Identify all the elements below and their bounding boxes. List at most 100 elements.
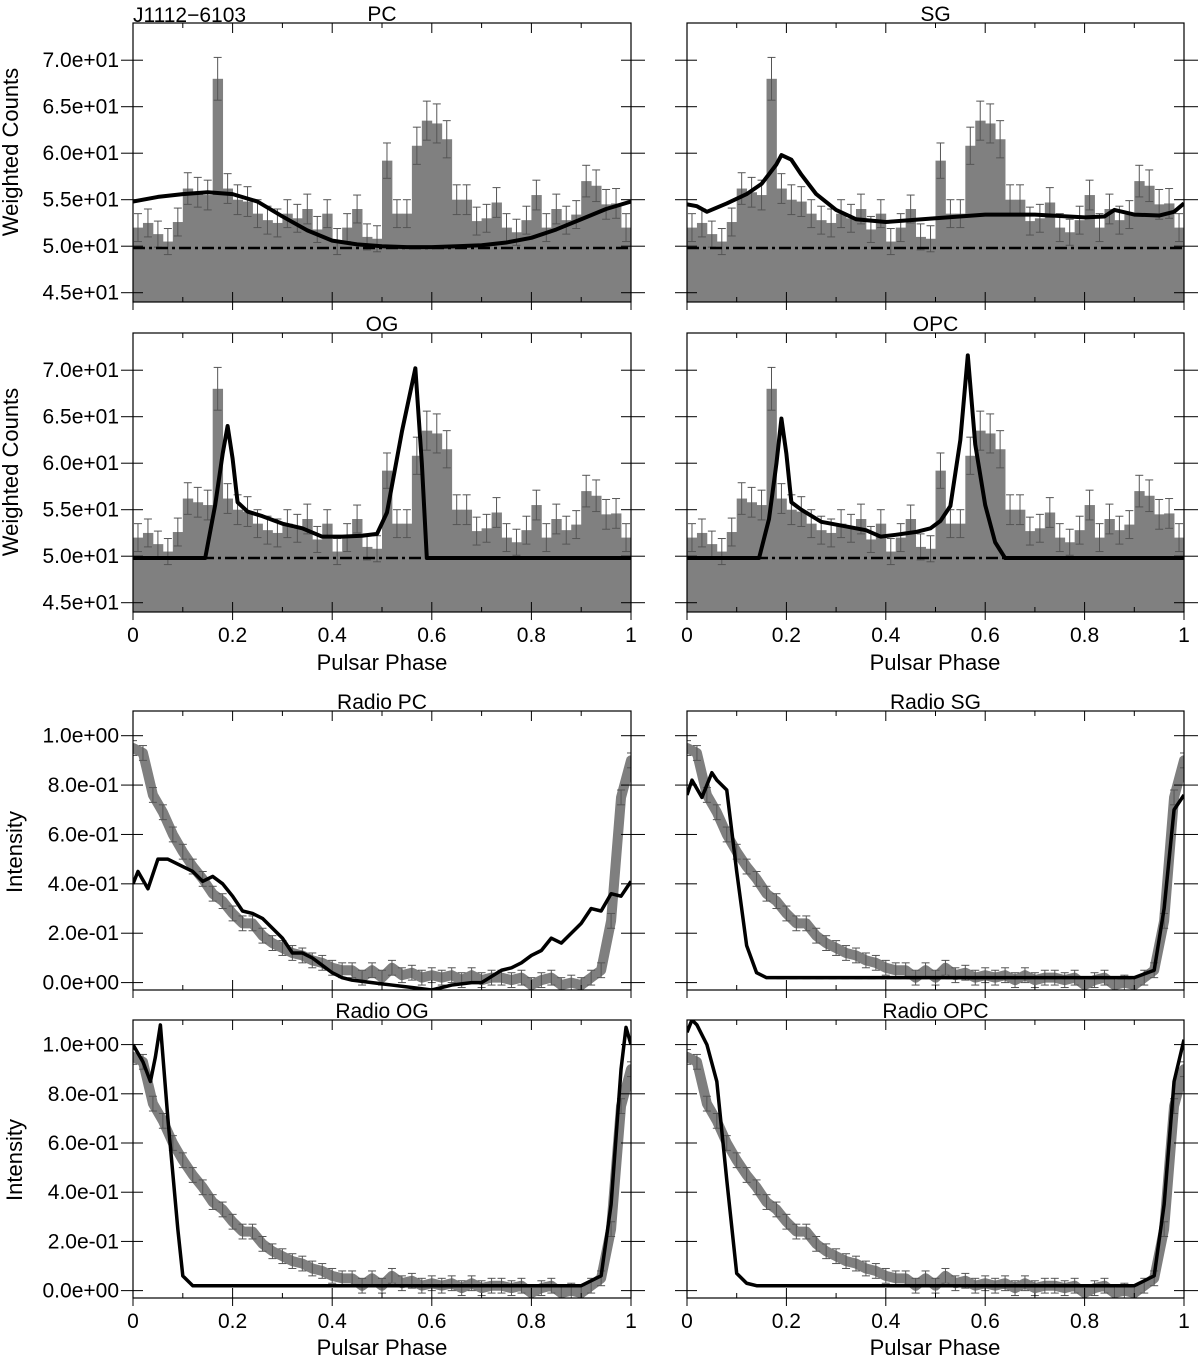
histogram-bar	[162, 241, 174, 302]
histogram-bar	[1015, 509, 1026, 612]
histogram-bar	[292, 528, 303, 612]
x-tick-label: 1	[1178, 624, 1190, 647]
panel-content	[687, 56, 1184, 302]
x-tick-label: 0.8	[1070, 1310, 1099, 1333]
histogram-bar	[342, 537, 353, 612]
y-tick-label: 6.5e+01	[43, 96, 120, 119]
histogram-bar	[1044, 202, 1056, 302]
histogram-bar	[965, 145, 976, 302]
model-curve	[133, 190, 631, 250]
histogram-bar	[1005, 199, 1016, 302]
y-tick-label: 7.0e+01	[43, 49, 120, 72]
histogram-bar	[441, 139, 453, 302]
histogram-bar	[302, 209, 313, 302]
gamma-ylabel-bottom: Weighted Counts	[0, 388, 23, 556]
histogram-bar	[935, 160, 946, 302]
histogram-bar	[975, 120, 986, 302]
x-tick-label: 0.4	[871, 624, 901, 647]
histogram-bar	[621, 227, 631, 302]
histogram-bar	[696, 222, 708, 302]
histogram-bar	[262, 220, 273, 302]
y-tick-label: 6.0e-01	[48, 823, 119, 846]
histogram-bar	[1044, 512, 1056, 612]
histogram-bar	[1094, 537, 1105, 612]
histogram-bar	[836, 523, 847, 612]
histogram-bar	[172, 222, 184, 302]
histogram-bar	[995, 139, 1006, 302]
histogram-bar	[262, 530, 273, 612]
x-tick-label: 0.6	[417, 1310, 446, 1333]
histogram-bar	[846, 528, 857, 612]
y-tick-label: 5.5e+01	[43, 499, 120, 522]
panel-frame	[686, 710, 1185, 991]
histogram-bar	[242, 511, 253, 612]
histogram-bar	[541, 227, 552, 302]
histogram-bar	[935, 470, 946, 612]
histogram-bar	[1114, 530, 1125, 612]
x-tick-label: 0.8	[517, 624, 546, 647]
histogram-bar	[551, 209, 562, 302]
histogram-bar	[1024, 531, 1036, 612]
histogram-bar	[796, 511, 807, 612]
histogram-bar	[905, 209, 917, 302]
panel-frame	[132, 710, 632, 991]
histogram-bar	[1154, 514, 1165, 612]
histogram-bar	[696, 532, 708, 612]
y-tick-label: 5.0e+01	[43, 235, 120, 258]
y-tick-label: 1.0e+00	[43, 1034, 120, 1057]
panel-title: Radio SG	[890, 691, 981, 714]
histogram-bar	[591, 185, 602, 302]
histogram-bar	[1094, 227, 1105, 302]
histogram-bar	[915, 546, 926, 612]
histogram-bar	[541, 537, 552, 612]
x-tick-label: 0.6	[417, 624, 446, 647]
histogram-bar	[571, 214, 582, 302]
histogram-bar	[865, 229, 877, 302]
model-radio-curve	[687, 1020, 1184, 1288]
histogram-bar	[1114, 220, 1125, 302]
histogram-bar	[601, 204, 612, 302]
panel-pc: 4.5e+01 5.0e+01 5.5e+01 6.0e+01 6.5e+01 7.0e+…	[43, 3, 645, 310]
y-tick-label: 6.0e+01	[43, 452, 120, 475]
histogram-bar	[531, 195, 542, 302]
histogram-bar	[451, 509, 463, 612]
x-tick-label: 0	[681, 624, 693, 647]
histogram-bar	[152, 544, 164, 612]
panel-content	[133, 740, 631, 990]
histogram-bar	[441, 449, 453, 612]
histogram-bar	[895, 537, 907, 612]
histogram-bar	[836, 213, 847, 302]
model-radio-curve	[133, 1023, 631, 1288]
histogram-bar	[232, 509, 243, 612]
histogram-bar	[511, 542, 522, 612]
x-tick-label: 1	[1178, 1310, 1190, 1333]
radio-ylabel-top: Intensity	[2, 811, 27, 893]
histogram-bar	[282, 523, 293, 612]
histogram-bar	[875, 213, 887, 302]
panel-title: Radio OPC	[882, 1000, 988, 1023]
histogram-bar	[133, 227, 144, 302]
histogram-bar	[411, 455, 423, 612]
histogram-bar	[611, 513, 622, 612]
model-curve	[687, 353, 1184, 561]
y-tick-label: 0.0e+00	[43, 972, 120, 995]
histogram-bar	[621, 537, 631, 612]
y-tick-label: 5.5e+01	[43, 189, 120, 212]
histogram-bar	[481, 528, 492, 612]
histogram-bar	[945, 213, 956, 302]
histogram-bar	[915, 236, 926, 302]
x-tick-label: 0	[127, 1310, 139, 1333]
histogram-bar	[511, 232, 522, 302]
histogram-bar	[302, 519, 313, 612]
panel-frame	[132, 1019, 632, 1299]
x-tick-label: 0.2	[218, 624, 247, 647]
panel-content	[687, 1020, 1184, 1298]
histogram-bar	[252, 523, 263, 612]
y-tick-label: 4.0e-01	[48, 873, 119, 896]
panel-title: PC	[367, 3, 396, 26]
model-radio-curve	[133, 857, 631, 990]
panel-opc: 0 0.2 0.4 0.6 0.8 1 OPC	[675, 313, 1198, 647]
histogram-bar	[736, 498, 748, 612]
y-tick-label: 4.5e+01	[43, 592, 120, 615]
histogram-bar	[581, 181, 592, 302]
